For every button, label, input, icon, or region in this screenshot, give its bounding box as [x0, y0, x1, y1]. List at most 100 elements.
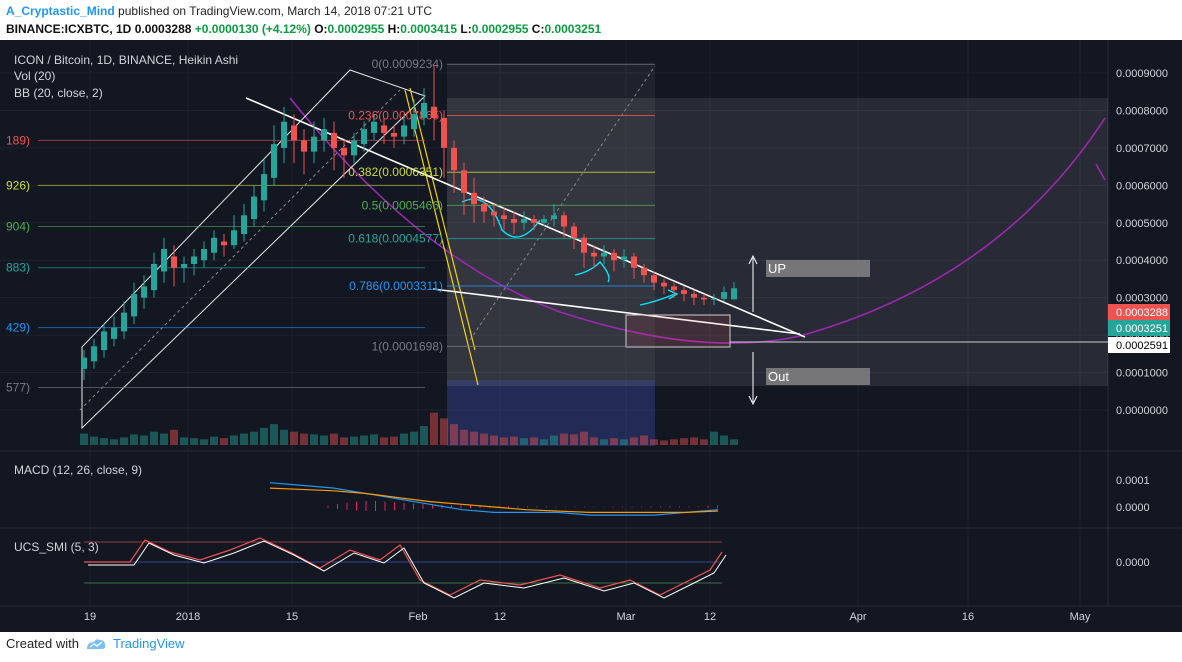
macd-tick-label: 0.0001: [1116, 475, 1150, 487]
candle-body: [81, 357, 87, 369]
candle-body: [731, 288, 737, 300]
volume-bar: [620, 439, 628, 445]
volume-bar: [140, 435, 148, 445]
volume-bar: [650, 439, 658, 445]
fib-extension-zone: [447, 380, 655, 446]
volume-bar: [710, 431, 718, 445]
publish-line: A_Cryptastic_Mind published on TradingVi…: [6, 4, 432, 18]
price-tag-box: [1108, 320, 1170, 336]
volume-bar: [420, 426, 428, 445]
left-level-label: 883): [6, 261, 30, 275]
yellow-fan-line-1: [404, 89, 479, 386]
candle-body: [711, 298, 717, 300]
price-tag-box: [1108, 337, 1170, 353]
time-tick-label: May: [1070, 611, 1091, 623]
macd-line: [269, 482, 719, 516]
candle-body: [241, 215, 247, 235]
candle-body: [181, 263, 187, 268]
fib-retracement-box: [447, 64, 655, 380]
smi-signal-line: [84, 537, 723, 596]
candle-body: [191, 256, 197, 264]
cyan-projection-3: [639, 293, 676, 306]
footer: Created with TradingView: [6, 636, 185, 651]
heikin-ashi-candles: [81, 65, 737, 381]
volume-bar: [560, 433, 568, 445]
bb-legend: BB (20, close, 2): [14, 86, 103, 100]
price-tag-label: 0.0002591: [1116, 340, 1168, 352]
candle-body: [501, 215, 507, 220]
left-level-label: 926): [6, 178, 30, 192]
volume-bar: [250, 431, 258, 445]
volume-bar: [640, 435, 648, 445]
price-tag-box: [1108, 304, 1170, 320]
time-tick-label: 12: [494, 611, 506, 623]
candle-body: [101, 331, 107, 351]
candle-body: [631, 256, 637, 268]
macd-pane: [269, 482, 719, 516]
ohlc-line: BINANCE:ICXBTC, 1D 0.0003288 +0.0000130 …: [6, 22, 601, 36]
fib-level-label: 0.236(0.0007865): [348, 108, 443, 122]
candle-body: [611, 252, 617, 261]
high-label: H:: [387, 22, 401, 36]
volume-bar: [500, 437, 508, 445]
candle-body: [591, 252, 597, 257]
volume-bar: [690, 437, 698, 445]
candle-body: [421, 102, 427, 118]
close-label: C:: [531, 22, 545, 36]
price-tick-label: 0.0009000: [1116, 68, 1168, 80]
volume-bar: [360, 435, 368, 445]
candle-body: [681, 290, 687, 294]
author-link[interactable]: A_Cryptastic_Mind: [6, 4, 115, 18]
time-tick-label: 15: [286, 611, 298, 623]
candle-body: [701, 297, 707, 300]
candle-body: [391, 132, 397, 137]
candle-body: [111, 327, 117, 339]
up-label: UP: [768, 261, 786, 276]
volume-bar: [400, 433, 408, 445]
volume-bar: [580, 431, 588, 445]
volume-bar: [290, 431, 298, 445]
volume-bar: [100, 438, 108, 445]
price-tick-label: 0.0003000: [1116, 293, 1168, 305]
candle-body: [91, 346, 97, 362]
candle-body: [511, 219, 517, 223]
candle-body: [291, 125, 297, 141]
out-label: Out: [768, 369, 789, 384]
candle-body: [401, 125, 407, 137]
smi-line: [88, 540, 727, 599]
candle-body: [211, 237, 217, 253]
candle-body: [521, 219, 527, 223]
out-label-box: [766, 368, 870, 385]
candle-body: [361, 129, 367, 145]
volume-bar: [150, 431, 158, 445]
candle-body: [661, 282, 667, 287]
left-level-label: 904): [6, 220, 30, 234]
time-tick-label: 19: [84, 611, 96, 623]
volume-bar: [280, 429, 288, 445]
volume-bar: [260, 427, 268, 445]
volume-bar: [730, 439, 738, 445]
macd-legend: MACD (12, 26, close, 9): [14, 463, 142, 477]
left-level-label: 189): [6, 133, 30, 147]
volume-bar: [450, 424, 458, 445]
low-label: L:: [460, 22, 472, 36]
volume-bar: [590, 437, 598, 445]
smi-pane: [84, 537, 727, 599]
volume-bar: [220, 438, 228, 445]
symbol-label: BINANCE:ICXBTC, 1D: [6, 22, 132, 36]
chart-area[interactable]: 0(0.0009234) 0.236(0.0007865) 0.382(0.0006…: [0, 40, 1182, 632]
candle-body: [221, 241, 227, 246]
tradingview-link[interactable]: TradingView: [112, 636, 185, 651]
volume-bar: [110, 439, 118, 445]
candle-body: [721, 292, 727, 299]
volume-bar: [550, 435, 558, 445]
volume-bar: [200, 439, 208, 445]
price-tick-label: 0.0004000: [1116, 255, 1168, 267]
candle-body: [371, 121, 377, 133]
candle-body: [301, 140, 307, 152]
price-tick-label: 0.0000000: [1116, 405, 1168, 417]
price-tag-label: 0.0003288: [1116, 307, 1168, 319]
time-tick-label: 2018: [176, 611, 200, 623]
volume-bar: [240, 433, 248, 445]
candle-body: [531, 219, 537, 223]
